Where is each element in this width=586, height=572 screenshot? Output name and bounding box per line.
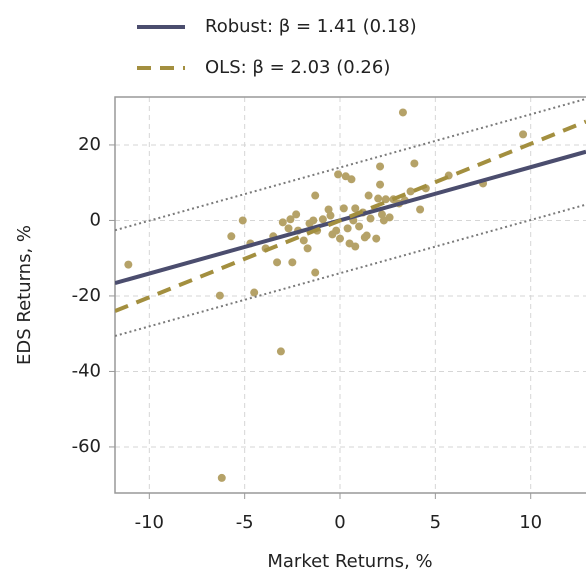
data-point	[366, 214, 375, 223]
data-point	[238, 216, 247, 225]
data-point	[332, 226, 341, 235]
data-point	[276, 347, 285, 356]
data-point	[250, 288, 259, 297]
y-tick-label: -20	[72, 285, 101, 306]
fit-line	[115, 119, 586, 313]
data-point	[374, 194, 383, 203]
data-point	[124, 260, 133, 269]
data-point	[284, 224, 293, 233]
plot-frame	[114, 96, 586, 494]
band-line	[115, 97, 586, 232]
data-point	[324, 205, 333, 214]
data-point	[311, 191, 320, 200]
x-axis-label: Market Returns, %	[267, 551, 432, 572]
data-point	[227, 232, 236, 241]
y-tick-label: -40	[72, 360, 101, 381]
data-point	[318, 215, 327, 224]
data-point	[286, 215, 295, 224]
data-point	[355, 222, 364, 231]
data-point	[299, 236, 308, 245]
data-point	[311, 268, 320, 277]
x-tick-label: 5	[430, 512, 441, 533]
data-point	[372, 234, 381, 243]
data-point	[292, 210, 301, 219]
x-tick-label: -10	[135, 512, 164, 533]
data-point	[309, 216, 318, 225]
plot-area	[115, 97, 586, 482]
data-point	[215, 291, 224, 300]
legend-label: OLS: β = 2.03 (0.26)	[205, 57, 390, 78]
data-point	[416, 205, 425, 214]
y-tick-label: 0	[90, 209, 101, 230]
y-tick-label: -60	[72, 436, 101, 457]
data-point	[351, 204, 360, 213]
data-point	[381, 195, 390, 204]
data-point	[406, 187, 415, 196]
data-point	[334, 170, 343, 179]
data-point	[362, 231, 371, 240]
band-line	[115, 203, 586, 337]
data-point	[385, 213, 394, 222]
data-point	[273, 258, 282, 267]
x-tick-label: -5	[236, 512, 254, 533]
data-point	[336, 234, 345, 243]
data-point	[376, 162, 385, 171]
data-point	[376, 180, 385, 189]
data-point	[398, 108, 407, 117]
data-point	[278, 218, 287, 227]
y-tick-label: 20	[78, 134, 101, 155]
data-point	[339, 204, 348, 213]
data-point	[347, 175, 356, 184]
legend-label: Robust: β = 1.41 (0.18)	[205, 16, 417, 37]
data-point	[326, 211, 335, 220]
y-axis-label: EDS Returns, %	[14, 225, 35, 365]
data-point	[377, 210, 386, 219]
x-tick-label: 10	[519, 512, 542, 533]
data-point	[288, 258, 297, 267]
data-point	[410, 159, 419, 168]
data-point	[364, 191, 373, 200]
x-tick-label: 0	[334, 512, 345, 533]
data-point	[303, 244, 312, 253]
data-point	[217, 473, 226, 482]
data-point	[351, 242, 360, 251]
data-point	[343, 224, 352, 233]
data-point	[519, 130, 528, 139]
